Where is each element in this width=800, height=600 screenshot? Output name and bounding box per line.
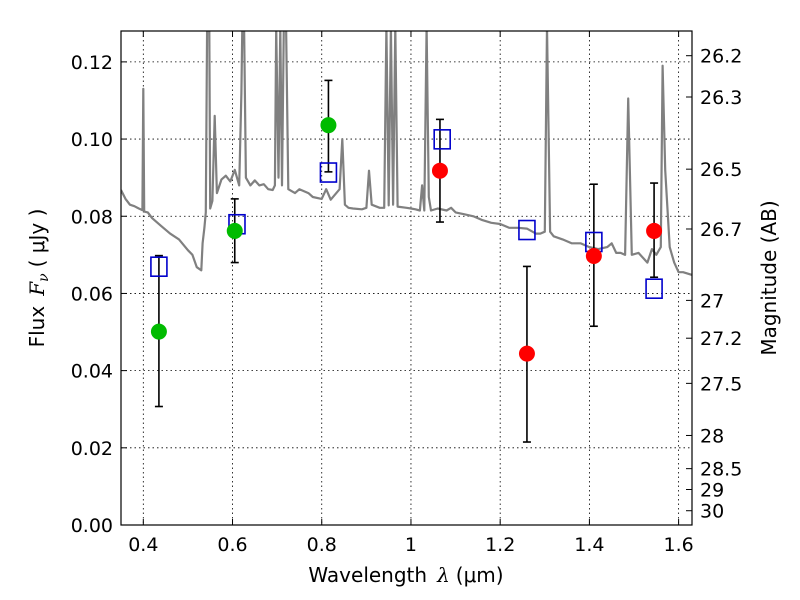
x-tick-label: 0.8 (307, 534, 337, 556)
right-tick-label: 26.7 (700, 219, 742, 241)
model-flux-square (433, 129, 451, 150)
x-tick-label: 1.2 (485, 534, 515, 556)
right-tick-label: 26.3 (700, 87, 742, 109)
right-tick-label: 26.2 (700, 46, 742, 68)
right-tick-label: 27.2 (700, 328, 742, 350)
plot-frame (120, 30, 693, 526)
y-tick-label: 0.08 (71, 206, 113, 228)
errorbar-layer (154, 79, 659, 443)
x-axis-label-text: Wavelength (308, 563, 427, 587)
x-axis-unit: (μm) (456, 563, 504, 587)
red-photometry-point (646, 222, 663, 239)
x-tick-label: 1 (405, 534, 417, 556)
x-tick-label: 0.6 (217, 534, 247, 556)
right-tick-label: 27 (700, 290, 724, 312)
y-tick-label: 0.02 (71, 438, 113, 460)
y-axis-subscript: ν (36, 273, 52, 282)
green-photometry-point (320, 117, 337, 134)
right-tick-label: 28 (700, 425, 724, 447)
x-axis-symbol: λ (436, 563, 450, 587)
y-axis-label: Flux Fν ( μJy ) (25, 209, 52, 348)
model-flux-square (150, 256, 168, 277)
red-photometry-point (431, 162, 448, 179)
y-axis-symbol: F (25, 281, 49, 297)
axis-ticks: 0.4 0.6 0.8 1 1.2 1.4 1.6 0.00 0.02 0.04 0.06 0.08 0… (71, 31, 742, 556)
y-tick-label: 0.06 (71, 283, 113, 305)
model-flux-square (518, 219, 536, 241)
green-photometry-point (226, 222, 243, 239)
right-tick-label: 30 (700, 501, 724, 523)
green-photometry-point (150, 323, 167, 340)
model-flux-square (645, 278, 663, 299)
right-tick-label: 28.5 (700, 459, 742, 481)
template-spectrum-layer (121, 31, 692, 276)
x-tick-label: 1.6 (664, 534, 694, 556)
y-tick-label: 0.00 (71, 515, 113, 537)
x-tick-label: 1.4 (574, 534, 604, 556)
right-axis-label: Magnitude (AB) (757, 200, 781, 355)
y-axis-unit: ( μJy ) (25, 209, 49, 268)
red-photometry-point (585, 248, 602, 265)
y-tick-label: 0.12 (71, 52, 113, 74)
right-tick-label: 26.5 (700, 159, 742, 181)
x-axis-label: Wavelength λ (μm) (308, 563, 503, 587)
model-flux-square (319, 162, 338, 183)
red-photometry-point (518, 345, 535, 362)
y-tick-label: 0.04 (71, 361, 113, 383)
x-tick-label: 0.4 (128, 534, 158, 556)
right-tick-label: 29 (700, 479, 724, 501)
marker-layer (150, 117, 663, 362)
y-axis-label-text: Flux (25, 306, 49, 348)
right-tick-label: 27.5 (700, 373, 742, 395)
template-spectrum-line (121, 31, 692, 276)
y-tick-label: 0.10 (71, 129, 113, 151)
